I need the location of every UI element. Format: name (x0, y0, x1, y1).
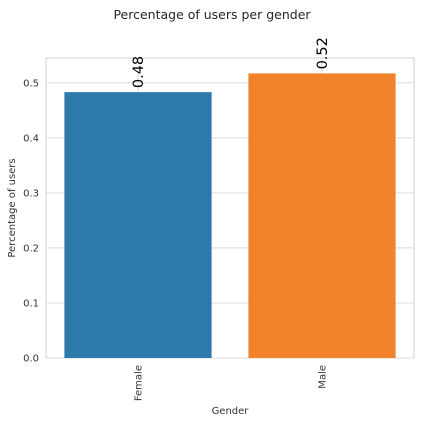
y-tick-label: 0.4 (23, 133, 39, 144)
y-axis-ticks: 0.0 0.1 0.2 0.3 0.4 0.5 (23, 78, 39, 364)
y-tick-label: 0.5 (23, 78, 39, 89)
bars (64, 73, 396, 358)
data-label-male: 0.52 (315, 37, 331, 69)
bar-male (248, 73, 396, 358)
x-tick-label-female: Female (134, 365, 145, 401)
y-tick-label: 0.3 (23, 188, 39, 199)
x-axis-ticks: Female Male (134, 365, 329, 401)
y-tick-label: 0.2 (23, 243, 39, 254)
data-label-female: 0.48 (131, 56, 147, 88)
chart-title: Percentage of users per gender (113, 7, 311, 22)
x-axis-title: Gender (212, 406, 250, 417)
y-tick-label: 0.0 (23, 354, 39, 365)
y-tick-label: 0.1 (23, 298, 39, 309)
y-axis-title: Percentage of users (7, 158, 18, 257)
x-tick-label-male: Male (318, 365, 329, 389)
bar-female (64, 92, 212, 358)
data-labels: 0.48 0.52 (131, 37, 331, 88)
